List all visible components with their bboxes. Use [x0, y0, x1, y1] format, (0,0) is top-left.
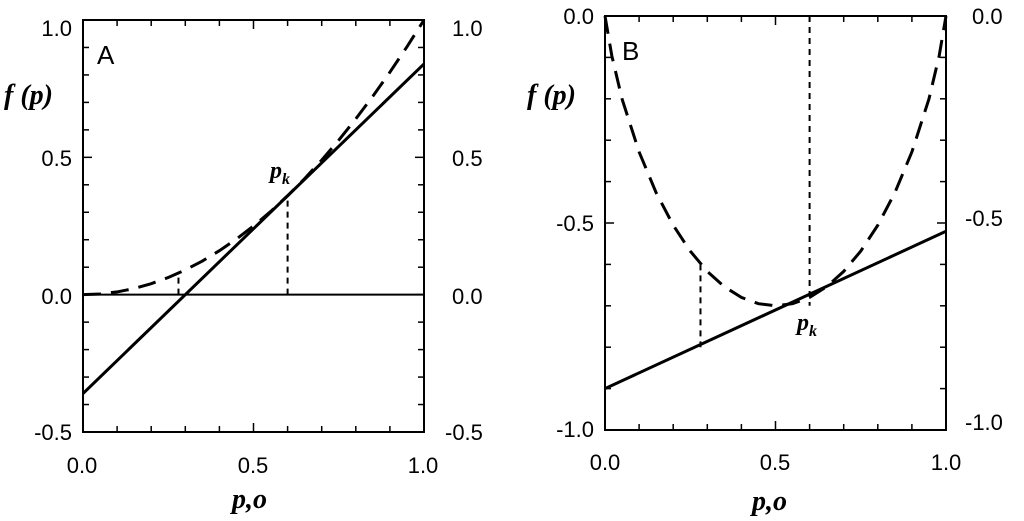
panel-a-pk-main: p: [268, 158, 282, 184]
panel-b-frame: [604, 15, 947, 431]
panel-a-tangent-line: [81, 62, 426, 395]
panel-a-dashed-curve: [82, 19, 426, 297]
panel-b-xtick-0: 0.0: [590, 450, 621, 475]
panel-a-series: [81, 19, 426, 395]
panel-b: B 0.0 -0.5 -1.0 0.0 -0.5 -1.0 0.0 0.5 1.…: [527, 4, 1003, 517]
panel-a-ytick-right-0: 1.0: [452, 16, 483, 41]
panel-a: A 1.0 0.5 0.0 -0.5 1.0 0.5 0.0 -0.5 0.0 …: [4, 16, 483, 515]
panel-a-pk-label: pk: [268, 158, 290, 188]
panel-b-ytick-right-0: 0.0: [972, 4, 1003, 29]
panel-a-xlabel: p,o: [230, 484, 267, 515]
panel-a-ytick-right-1: 0.5: [452, 146, 483, 171]
panel-b-ytick-left-2: -1.0: [556, 417, 594, 442]
panel-a-pk-sub: k: [282, 171, 290, 188]
panel-b-ytick-left-1: -0.5: [556, 211, 594, 236]
panel-b-xlabel: p,o: [750, 486, 787, 517]
panel-b-xtick-1: 0.5: [760, 450, 791, 475]
panel-b-tangent-line: [604, 229, 947, 390]
panel-a-xtick-2: 1.0: [408, 453, 439, 478]
panel-b-ytick-left-0: 0.0: [563, 4, 594, 29]
panel-a-ytick-left-1: 0.5: [41, 146, 72, 171]
panel-b-xtick-2: 1.0: [931, 450, 962, 475]
panel-b-letter: B: [622, 36, 639, 66]
panel-a-frame: [82, 19, 425, 433]
panel-a-ytick-left-3: -0.5: [34, 420, 72, 445]
panel-b-ticks: [605, 16, 946, 430]
panel-b-pk-main: p: [795, 310, 809, 336]
panel-a-ytick-left-0: 1.0: [41, 16, 72, 41]
panel-a-ylabel: f (p): [4, 80, 53, 111]
panel-b-ylabel: f (p): [527, 80, 576, 111]
panel-b-ytick-right-2: -1.0: [965, 410, 1003, 435]
panel-b-series: [603, 15, 948, 390]
panel-b-dashed-curve: [603, 15, 948, 308]
panel-a-letter: A: [97, 40, 115, 70]
panel-a-ytick-left-2: 0.0: [41, 284, 72, 309]
panel-a-ytick-right-3: -0.5: [445, 420, 483, 445]
panel-b-pk-label: pk: [795, 310, 817, 340]
panel-a-ticks: [83, 20, 424, 432]
panel-a-ytick-right-2: 0.0: [452, 284, 483, 309]
panel-b-pk-sub: k: [809, 323, 817, 340]
panel-b-ytick-right-1: -0.5: [965, 206, 1003, 231]
panel-a-xtick-0: 0.0: [67, 453, 98, 478]
panel-a-xtick-1: 0.5: [238, 453, 269, 478]
